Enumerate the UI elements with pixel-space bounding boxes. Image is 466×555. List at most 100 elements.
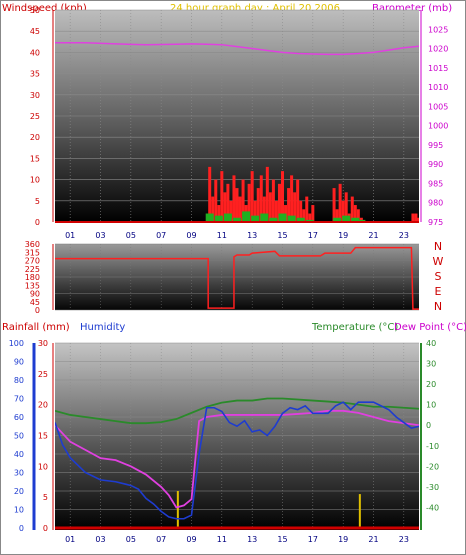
barometer-tick-label: 1020 <box>428 45 448 54</box>
rain-tick-label: 10 <box>38 462 48 471</box>
wind-avg-bar <box>251 215 260 222</box>
wind-gust-bar <box>287 188 291 222</box>
wind-gust-bar <box>217 205 221 222</box>
direction-tick-label: 90 <box>30 290 40 299</box>
wind-gust-bar <box>274 200 278 222</box>
wind-avg-bar <box>357 219 366 222</box>
windspeed-tick-label: 30 <box>30 91 40 100</box>
temperature-line <box>55 397 419 425</box>
bottom-x-tick-label: 03 <box>95 535 105 544</box>
rain-tick-label: 5 <box>43 493 48 502</box>
temperature-tick-label: 20 <box>426 380 436 389</box>
direction-tick-label: 270 <box>25 257 40 266</box>
rain-tick-label: 25 <box>38 370 48 379</box>
wind-avg-bar <box>233 217 241 222</box>
top-x-tick-label: 21 <box>368 231 378 240</box>
direction-tick-label: 180 <box>25 273 40 282</box>
wind-gust-bar <box>238 196 242 222</box>
compass-label: N <box>434 240 442 253</box>
barometer-tick-label: 1000 <box>428 122 448 131</box>
temperature-tick-label: 0 <box>426 421 431 430</box>
top-x-tick-label: 11 <box>217 231 227 240</box>
top-grid <box>55 9 419 223</box>
wind-avg-bar <box>260 213 269 222</box>
direction-tick-label: 315 <box>25 248 40 257</box>
rain-tick-label: 30 <box>38 339 48 348</box>
wind-gust-bar <box>268 192 272 222</box>
top-left-ticks: 0 5 10 15 20 25 30 35 40 45 50 <box>30 6 54 227</box>
wind-gust-bar <box>277 183 281 222</box>
barometer-tick-label: 1015 <box>428 64 448 73</box>
bottom-x-ticks: 01 03 05 07 09 11 13 15 17 19 21 23 <box>65 535 409 544</box>
wind-gust-bar <box>414 213 418 222</box>
direction-tick-label: 135 <box>25 281 40 290</box>
wind-gust-bar <box>305 196 309 222</box>
dewpoint-axis-title: Dew Point (°C) <box>394 322 466 333</box>
rain-rate-bar <box>358 494 361 528</box>
humidity-tick-label: 0 <box>19 524 24 533</box>
wind-gust-bar <box>335 209 339 222</box>
temperature-tick-label: 10 <box>426 401 436 410</box>
barometer-tick-label: 975 <box>428 218 443 227</box>
top-x-tick-label: 23 <box>399 231 409 240</box>
humidity-ticks: 0 10 20 30 40 50 60 70 80 90 100 <box>9 339 24 533</box>
windspeed-tick-label: 15 <box>30 154 40 163</box>
bottom-x-tick-label: 17 <box>308 535 318 544</box>
windspeed-tick-label: 25 <box>30 112 40 121</box>
temperature-ticks: -40 -30 -20 -10 0 10 20 30 40 <box>426 339 439 512</box>
barometer-tick-label: 990 <box>428 160 443 169</box>
top-x-tick-label: 19 <box>338 231 348 240</box>
dewpoint-line <box>55 409 419 509</box>
barometer-tick-label: 1010 <box>428 83 448 92</box>
wind-avg-bar <box>305 219 314 222</box>
wind-gust-bar <box>350 196 354 222</box>
wind-gust-bar <box>229 200 233 222</box>
wind-avg-bar <box>351 217 360 222</box>
wind-gust-bar <box>417 217 419 222</box>
barometer-line <box>55 42 419 56</box>
wind-gust-bar <box>241 179 245 222</box>
compass-label: E <box>435 285 442 298</box>
top-x-ticks: 01 03 05 07 09 11 13 15 17 19 21 23 <box>65 231 409 240</box>
humidity-tick-label: 100 <box>9 339 24 348</box>
humidity-tick-label: 40 <box>14 450 24 459</box>
wind-avg-bar <box>269 217 278 222</box>
wind-gust-bar <box>332 188 336 222</box>
wind-avg-bar <box>242 211 251 222</box>
rain-tick-label: 15 <box>38 432 48 441</box>
compass-label: S <box>435 270 442 283</box>
barometer-tick-label: 980 <box>428 199 443 208</box>
wind-direction-line <box>55 246 419 310</box>
wind-gust-bar <box>235 188 239 222</box>
humidity-tick-label: 70 <box>14 395 24 404</box>
wind-gust-bar <box>232 175 236 222</box>
wind-gust-bar <box>284 205 288 222</box>
direction-series <box>55 246 419 310</box>
wind-avg-bar <box>333 217 342 222</box>
wind-avg-bar <box>205 213 214 222</box>
wind-gust-bar <box>259 175 263 222</box>
rain-ticks: 0 5 10 15 20 25 30 <box>38 339 48 533</box>
wind-gust-bar <box>250 171 254 222</box>
wind-gust-bar <box>356 209 360 222</box>
windspeed-tick-label: 40 <box>30 48 40 57</box>
windspeed-tick-label: 20 <box>30 133 40 142</box>
humidity-tick-label: 30 <box>14 469 24 478</box>
wind-gust-bar <box>302 209 306 222</box>
wind-gust-bar <box>341 200 345 222</box>
direction-tick-label: 0 <box>35 306 40 315</box>
rain-tick-label: 20 <box>38 401 48 410</box>
bottom-plot-area <box>55 343 419 530</box>
top-x-tick-label: 07 <box>156 231 166 240</box>
top-x-tick-label: 13 <box>247 231 257 240</box>
temperature-tick-label: 30 <box>426 360 436 369</box>
wind-gust-bar <box>290 175 294 222</box>
temperature-tick-label: -40 <box>426 503 439 512</box>
bottom-x-tick-label: 13 <box>247 535 257 544</box>
temperature-tick-label: -20 <box>426 462 439 471</box>
wind-gust-bar <box>308 213 312 222</box>
rainfall-axis-title: Rainfall (mm) <box>2 322 70 333</box>
wind-gust-bar <box>211 196 215 222</box>
